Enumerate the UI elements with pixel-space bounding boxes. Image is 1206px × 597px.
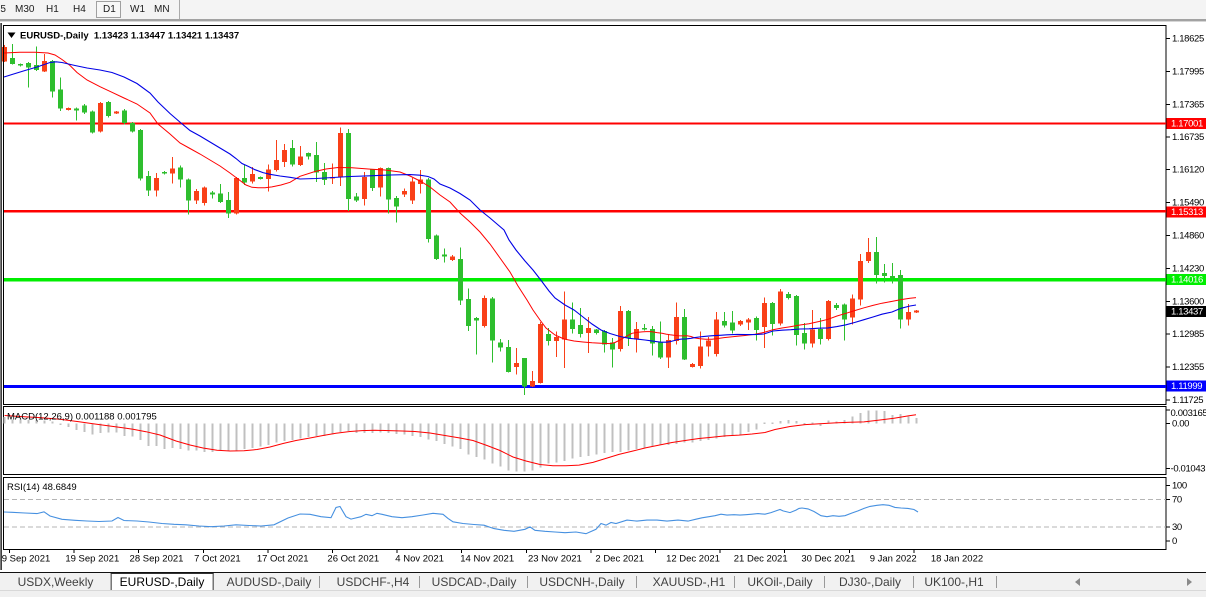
svg-text:70: 70 [1172,495,1182,506]
svg-text:26 Oct 2021: 26 Oct 2021 [327,554,379,565]
svg-text:19 Sep 2021: 19 Sep 2021 [65,554,119,565]
svg-text:18 Jan 2022: 18 Jan 2022 [931,554,983,565]
svg-text:1.13437: 1.13437 [1171,307,1203,318]
svg-text:1.17995: 1.17995 [1172,67,1204,78]
svg-text:0: 0 [1172,536,1177,547]
svg-text:1.12355: 1.12355 [1172,362,1204,373]
svg-text:1.15490: 1.15490 [1172,198,1204,209]
svg-text:1.16120: 1.16120 [1172,165,1204,176]
svg-text:30: 30 [1172,522,1182,533]
svg-text:28 Sep 2021: 28 Sep 2021 [130,554,184,565]
svg-text:1.15313: 1.15313 [1171,207,1203,218]
svg-text:12 Dec 2021: 12 Dec 2021 [666,554,720,565]
svg-text:23 Nov 2021: 23 Nov 2021 [528,554,582,565]
svg-text:RSI(14) 48.6849: RSI(14) 48.6849 [7,482,77,493]
svg-text:EURUSD-,Daily 1.13423 1.13447: EURUSD-,Daily 1.13423 1.13447 1.13421 1.… [20,30,239,41]
svg-text:1.16735: 1.16735 [1172,132,1204,143]
svg-text:9 Jan 2022: 9 Jan 2022 [870,554,917,565]
svg-text:-0.01043: -0.01043 [1171,464,1206,475]
svg-text:1.11999: 1.11999 [1171,381,1202,392]
svg-text:1.17001: 1.17001 [1171,119,1203,130]
svg-text:1.12985: 1.12985 [1172,329,1204,340]
svg-text:100: 100 [1172,481,1187,492]
svg-text:17 Oct 2021: 17 Oct 2021 [257,554,309,565]
svg-text:7 Oct 2021: 7 Oct 2021 [194,554,240,565]
svg-text:4 Nov 2021: 4 Nov 2021 [395,554,444,565]
svg-text:1.14230: 1.14230 [1172,264,1204,275]
svg-text:1.18625: 1.18625 [1172,34,1204,45]
svg-text:21 Dec 2021: 21 Dec 2021 [734,554,788,565]
svg-text:30 Dec 2021: 30 Dec 2021 [801,554,855,565]
svg-text:14 Nov 2021: 14 Nov 2021 [460,554,514,565]
svg-text:9 Sep 2021: 9 Sep 2021 [2,554,51,565]
svg-text:0.00: 0.00 [1172,419,1189,430]
svg-text:1.14016: 1.14016 [1171,275,1203,286]
svg-text:1.17365: 1.17365 [1172,100,1204,111]
svg-text:1.14860: 1.14860 [1172,231,1204,242]
svg-text:1.11725: 1.11725 [1172,395,1203,406]
svg-text:0.003165: 0.003165 [1171,408,1206,419]
svg-text:MACD(12,26,9) 0.001188 0.00179: MACD(12,26,9) 0.001188 0.001795 [7,412,157,423]
svg-text:1.13600: 1.13600 [1172,297,1204,308]
svg-text:2 Dec 2021: 2 Dec 2021 [595,554,644,565]
